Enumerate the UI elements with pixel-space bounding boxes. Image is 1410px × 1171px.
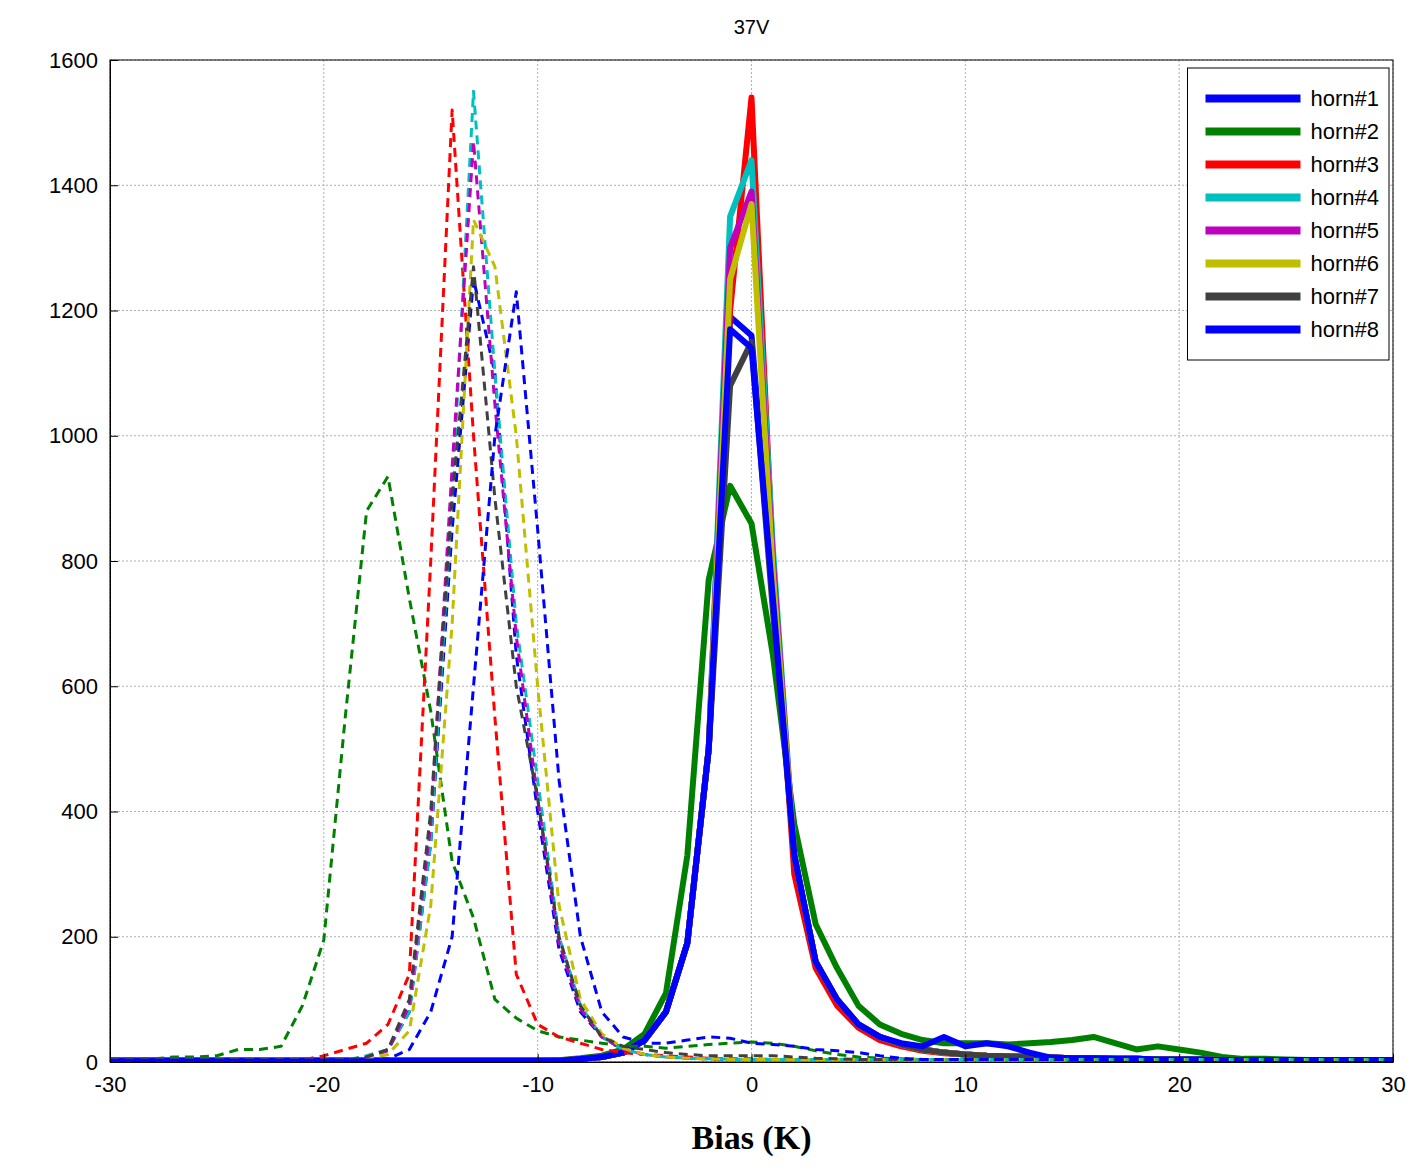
x-tick-mark [1179, 1054, 1180, 1062]
line [110, 329, 1393, 1060]
legend-label: horn#2 [1310, 119, 1379, 144]
dashed-line [110, 292, 1393, 1060]
x-tick-label: -30 [95, 1072, 127, 1097]
legend-label: horn#8 [1310, 317, 1379, 342]
grid-line-y [110, 435, 1393, 436]
y-tick-label: 1600 [49, 48, 98, 73]
x-tick: 10 [954, 1054, 978, 1097]
legend-label: horn#5 [1310, 218, 1379, 243]
legend-swatch [1205, 95, 1300, 103]
y-tick-label: 200 [61, 924, 98, 949]
x-tick-mark [752, 1054, 753, 1062]
grid-line-y [110, 561, 1393, 562]
legend-label: horn#1 [1310, 86, 1379, 111]
y-tick-label: 1400 [49, 173, 98, 198]
x-axis-title: Bias (K) [692, 1119, 812, 1157]
y-tick-label: 600 [61, 674, 98, 699]
y-tick: 0 [86, 1050, 118, 1075]
x-tick-label: 20 [1167, 1072, 1191, 1097]
chart: -30 -20 -10 0 10 20 30 0 200 400 600 800 1000 1200 140… [0, 0, 1410, 1171]
legend-label: horn#4 [1310, 185, 1379, 210]
x-tick-mark [1393, 1054, 1394, 1062]
y-tick-mark [110, 60, 118, 61]
y-tick: 200 [61, 924, 118, 949]
y-tick: 600 [61, 674, 118, 699]
y-tick-mark [110, 937, 118, 938]
y-tick-label: 1000 [49, 423, 98, 448]
grid-line-y [110, 936, 1393, 937]
title: 37V [734, 16, 770, 38]
x-tick: -20 [308, 1054, 340, 1097]
legend-swatch [1205, 326, 1300, 334]
legend-swatch [1205, 227, 1300, 235]
y-tick: 1000 [49, 423, 118, 448]
x-tick-label: 30 [1381, 1072, 1405, 1097]
y-tick: 1200 [49, 298, 118, 323]
x-tick: -10 [522, 1054, 554, 1097]
legend-label: horn#7 [1310, 284, 1379, 309]
x-tick-label: -10 [522, 1072, 554, 1097]
x-tick-label: 10 [954, 1072, 978, 1097]
x-tick-label: 0 [746, 1072, 758, 1097]
x-tick-mark [965, 1054, 966, 1062]
grid [110, 60, 1393, 1062]
grid-line-y [110, 811, 1393, 812]
y-tick-label: 0 [86, 1050, 98, 1075]
y-tick-mark [110, 311, 118, 312]
plot-frame [110, 60, 1393, 1062]
x-tick: 0 [746, 1054, 758, 1097]
x-tick-mark [538, 1054, 539, 1062]
legend-swatch [1205, 293, 1300, 301]
grid-line-x [965, 60, 966, 1062]
legend-swatch [1205, 128, 1300, 136]
grid-line-y [110, 686, 1393, 687]
y-tick-mark [110, 686, 118, 687]
legend-label: horn#6 [1310, 251, 1379, 276]
y-tick-mark [110, 1062, 118, 1063]
dashed-line [110, 267, 1393, 1060]
y-tick: 800 [61, 549, 118, 574]
legend-swatch [1205, 194, 1300, 202]
y-tick-mark [110, 561, 118, 562]
plot: -30 -20 -10 0 10 20 30 0 200 400 600 800 1000 1200 140… [49, 48, 1406, 1097]
y-tick-label: 800 [61, 549, 98, 574]
x-tick: 30 [1381, 1054, 1405, 1097]
y-tick-label: 400 [61, 799, 98, 824]
line [110, 486, 1393, 1061]
line [110, 342, 1393, 1061]
y-tick: 1400 [49, 173, 118, 198]
dashed-line [110, 279, 1393, 1060]
y-tick-mark [110, 436, 118, 437]
y-tick-mark [110, 185, 118, 186]
y-tick: 1600 [49, 48, 118, 73]
x-tick: 20 [1167, 1054, 1191, 1097]
x-axis: -30 -20 -10 0 10 20 30 [95, 1054, 1406, 1097]
line [110, 317, 1393, 1061]
x-tick-label: -20 [308, 1072, 340, 1097]
legend-box [1187, 68, 1389, 360]
x-tick-mark [324, 1054, 325, 1062]
y-axis: 0 200 400 600 800 1000 1200 1400 1600 [49, 48, 118, 1075]
legend-label: horn#3 [1310, 152, 1379, 177]
y-tick: 400 [61, 799, 118, 824]
x-axis-line [111, 1062, 1394, 1063]
legend-swatch [1205, 161, 1300, 169]
y-tick-label: 1200 [49, 298, 98, 323]
dashed-line [110, 476, 1393, 1059]
y-tick-mark [110, 812, 118, 813]
legend: horn#1 horn#2 horn#3 horn#4 horn#5 horn#6 horn… [1187, 68, 1389, 360]
legend-swatch [1205, 260, 1300, 268]
